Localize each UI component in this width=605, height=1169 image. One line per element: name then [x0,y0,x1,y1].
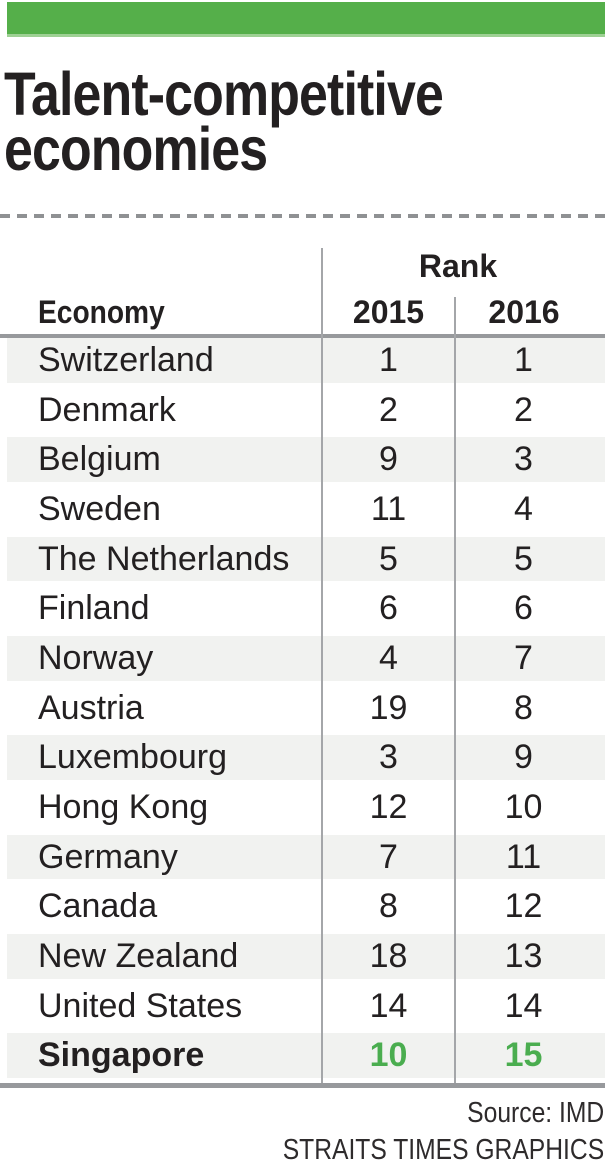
column-group-header-rank: Rank [418,248,498,284]
table-rows: Switzerland 1 1 Denmark 2 2 Belgium 9 3 … [7,338,605,1084]
rank-2015-value: 11 [370,489,407,528]
table-row: United States 14 14 [7,984,605,1034]
rank-2016-value: 1 [514,340,533,379]
economy-name: Sweden [38,489,161,528]
table-row: Switzerland 1 1 [7,338,605,388]
page-title-line-2: economies [4,115,268,183]
page-title: Talent-competitive economies [4,60,444,183]
rank-2016-value: 15 [504,1036,543,1075]
economy-name: The Netherlands [38,539,290,578]
table-row: Luxembourg 3 9 [7,735,605,786]
rank-2016-value: 14 [504,986,543,1025]
page-title-line-1: Talent-competitive [4,60,444,128]
rank-2016-value: 9 [514,738,533,777]
rank-2015-value: 14 [369,986,408,1025]
rank-2015-value: 1 [379,340,398,379]
economy-name: Switzerland [38,340,214,379]
column-separator-economy-rank [321,248,323,1083]
economy-name: Hong Kong [38,787,209,826]
brand-color-bar [7,2,605,37]
rank-2015-value: 12 [369,787,408,826]
column-header-economy: Economy [38,294,165,330]
rank-2016-value: 12 [504,887,543,926]
table-header-rule [0,334,605,338]
rank-2016-value: 13 [504,936,543,975]
rank-2016-value: 10 [504,787,543,826]
rank-2016-value: 4 [514,489,533,528]
table-row: Belgium 9 3 [7,437,605,488]
table-row: The Netherlands 5 5 [7,536,605,587]
rank-2016-value: 5 [514,539,533,578]
rank-2015-value: 6 [379,589,398,628]
rank-2016-value: 8 [514,688,533,727]
column-header-2016: 2016 [488,294,560,330]
table-row: Finland 6 6 [7,586,605,637]
table-row: New Zealand 18 13 [7,934,605,984]
table-row: Austria 19 8 [7,686,605,736]
table-row: Sweden 11 4 [7,487,605,537]
dashed-divider [0,214,605,218]
rank-2015-value: 8 [379,887,398,926]
economy-name: United States [38,986,243,1025]
source-line: Source: IMD [467,1097,604,1129]
table-row: Norway 4 7 [7,636,605,686]
rank-2015-value: 7 [379,837,398,876]
economy-name: Canada [38,887,158,926]
rank-2015-value: 19 [369,688,408,727]
column-separator-2015-2016 [454,297,456,1083]
table-bottom-rule [0,1083,605,1088]
table-row: Hong Kong 12 10 [7,785,605,835]
rank-2015-value: 2 [379,390,398,429]
column-header-2015: 2015 [352,294,425,330]
table-row: Denmark 2 2 [7,388,605,438]
table-row: Germany 7 11 [7,834,605,885]
economy-name: Luxembourg [38,738,228,777]
economy-name: New Zealand [38,936,239,975]
rank-2015-value: 3 [379,738,398,777]
rank-2016-value: 2 [514,390,533,429]
rank-2016-value: 3 [514,440,533,479]
rank-2016-value: 6 [514,589,533,628]
table-row: Canada 8 12 [7,884,605,935]
rank-2015-value: 10 [369,1036,408,1075]
economy-name: Belgium [38,440,161,479]
rank-2016-value: 11 [505,837,542,876]
economy-name: Germany [38,837,178,876]
economy-name: Finland [38,589,150,628]
rank-2015-value: 18 [369,936,408,975]
economy-name: Austria [38,688,144,727]
rank-2016-value: 7 [514,638,533,677]
table-row: Singapore 10 15 [7,1033,605,1084]
rank-2015-value: 9 [379,440,398,479]
footer-credits: Source: IMD STRAITS TIMES GRAPHICS [226,1095,604,1169]
graphics-credit-line: STRAITS TIMES GRAPHICS [282,1134,604,1166]
rank-2015-value: 5 [379,539,398,578]
economy-name: Denmark [38,390,176,429]
economy-name: Norway [38,638,154,677]
rank-2015-value: 4 [379,638,398,677]
economy-name: Singapore [38,1036,205,1075]
